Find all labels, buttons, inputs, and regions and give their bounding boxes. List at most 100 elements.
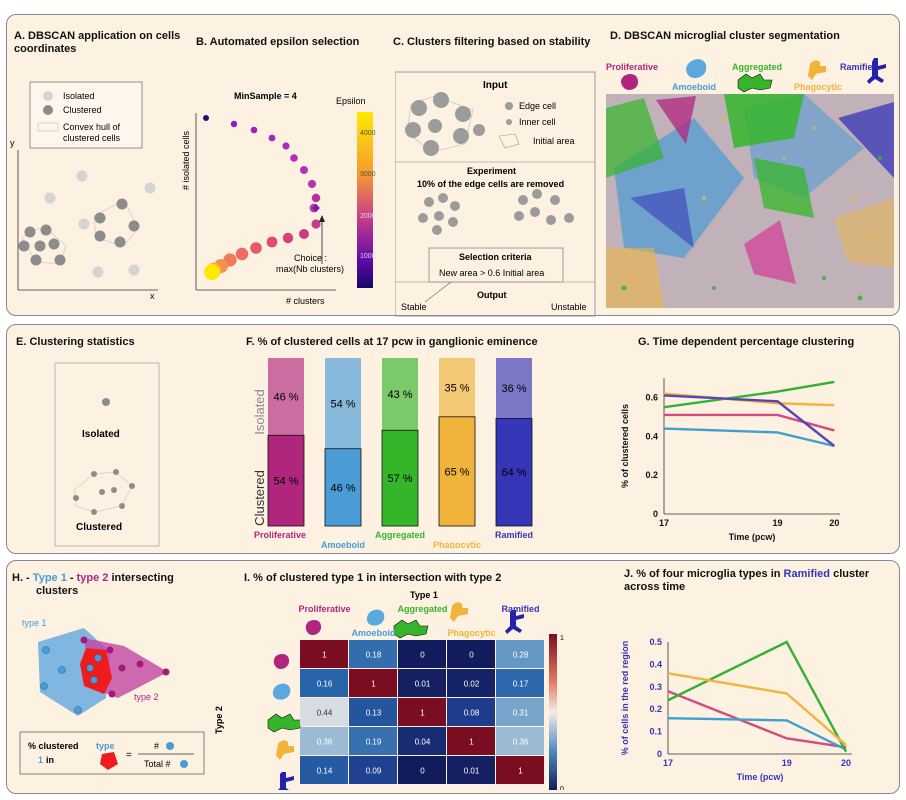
- choice-arrow-head: [319, 215, 325, 222]
- column-label-aggregated: Aggregated: [397, 604, 447, 614]
- type1-label: type 1: [22, 618, 47, 628]
- clustered-label: Clustered: [76, 522, 122, 533]
- column-label-amoeboid: Amoeboid: [352, 628, 396, 638]
- cluster-phagocytic-2: [834, 198, 894, 268]
- icon-aggregated: [393, 619, 429, 639]
- row-icon-aggregated: [267, 713, 303, 733]
- choice-label-2: max(Nb clusters): [276, 264, 344, 274]
- heatmap-cell-label: 0.36: [513, 738, 529, 747]
- series-line-aggregated: [663, 380, 835, 409]
- input-cells: [405, 92, 485, 156]
- type2-cells: [80, 636, 170, 698]
- panel-i-title: I. % of clustered type 1 in intersection…: [244, 572, 502, 584]
- type-phagocytic-label: Phagocytic: [794, 82, 842, 92]
- x-axis-label: Time (pcw): [729, 532, 776, 542]
- icon-proliferative: [305, 620, 322, 636]
- y-tick-label: 0: [657, 749, 662, 759]
- category-label: Ramified: [495, 530, 533, 540]
- clustered-dots: [73, 469, 135, 515]
- panel-a-y-label: y: [10, 138, 15, 148]
- bar-clustered-ramified: [495, 418, 533, 527]
- f-stack-label-isolated: Isolated: [252, 389, 267, 435]
- cluster-proliferative-2: [744, 220, 796, 284]
- chart-g: 0 0.2 0.4 0.6 17 19 20 Time (pcw) % of clustered…: [620, 378, 840, 542]
- panel-b-minsample: MinSample = 4: [234, 91, 297, 101]
- panel-j-title: J. % of four microglia types in Ramified…: [624, 568, 870, 593]
- heatmap-cell-label: 0: [420, 767, 425, 776]
- heatmap-cell: [349, 698, 397, 726]
- panel-d-figure: Proliferative Amoeboid Aggregated Phagoc…: [606, 58, 894, 308]
- formula-left-2b: in: [46, 755, 54, 765]
- choice-label-1: Choice :: [294, 253, 327, 263]
- series-line-amoeboid: [663, 427, 835, 448]
- heatmap-cell-label: 0.08: [464, 709, 480, 718]
- colorbar-tick-label: 1: [560, 635, 564, 642]
- heatmap-cell: [447, 756, 495, 784]
- heatmap-cell: [447, 640, 495, 668]
- legend-edge-dot: [505, 102, 513, 110]
- legend-hull-label1: Convex hull of: [63, 122, 121, 132]
- heatmap-column-icons: [305, 602, 524, 639]
- bar-isolated-label: 54 %: [330, 398, 355, 410]
- cluster-proliferative-1: [656, 96, 696, 144]
- icon-ramified: [505, 610, 524, 634]
- heatmap-cell-label: 0.36: [317, 738, 333, 747]
- y-tick-label: 0.1: [649, 727, 662, 737]
- bar-clustered-label: 57 %: [387, 473, 412, 485]
- heatmap-cell-label: 0.01: [464, 767, 480, 776]
- type2-label: type 2: [134, 692, 159, 702]
- panel-h-title: H. - Type 1 - type 2 intersecting cluste…: [12, 572, 174, 597]
- bar-clustered-aggregated: [381, 429, 419, 527]
- cluster-aggregated-2: [606, 98, 664, 178]
- bar-clustered-phagocytic: [438, 416, 476, 527]
- y-tick-label: 0.4: [649, 659, 662, 669]
- legend-area-swatch: [498, 133, 520, 149]
- bar-clustered-label: 65 %: [444, 466, 469, 478]
- panel-b-x-label: # clusters: [286, 296, 325, 306]
- aggregated-icon: [737, 73, 773, 93]
- legend-edge-label: Edge cell: [519, 101, 556, 111]
- criteria-rule: New area > 0.6 Initial area: [439, 268, 544, 278]
- column-label-phagocytic: Phagocytic: [447, 628, 495, 638]
- choice-marker: [312, 204, 320, 212]
- isolated-label: Isolated: [82, 429, 120, 440]
- heatmap-cell: [398, 727, 446, 755]
- bar-isolated-ramified: [496, 358, 532, 419]
- y-tick-label: 0: [653, 509, 658, 519]
- legend-inner-dot: [506, 119, 512, 125]
- heatmap-cell: [300, 727, 348, 755]
- heatmap-cell-label: 0.04: [415, 738, 431, 747]
- row-icon-phagocytic: [276, 740, 294, 760]
- y-tick-label: 0.5: [649, 637, 662, 647]
- formula-left-1b: type: [96, 741, 115, 751]
- heatmap-cell-label: 0.09: [366, 767, 382, 776]
- phagocytic-icon: [808, 60, 826, 80]
- x-tick-label: 17: [663, 758, 673, 768]
- heatmap-cell-label: 0: [420, 651, 425, 660]
- panel-f-title: F. % of clustered cells at 17 pcw in gan…: [246, 336, 538, 348]
- y-tick-label: 0.2: [649, 704, 662, 714]
- panel-c-box: [395, 71, 596, 317]
- heatmap-cell-label: 1: [420, 709, 425, 718]
- x-tick-label: 20: [829, 518, 839, 528]
- heatmap-cell-label: 1: [518, 767, 523, 776]
- criteria-box: [428, 247, 564, 283]
- panel-a-x-label: x: [150, 291, 155, 301]
- bar-isolated-phagocytic: [439, 358, 475, 417]
- bar-isolated-label: 35 %: [444, 382, 469, 394]
- row-icon-proliferative: [273, 654, 290, 670]
- heatmap-cell: [349, 669, 397, 697]
- legend-hull-label2: clustered cells: [63, 133, 121, 143]
- unstable-label: Unstable: [551, 302, 587, 312]
- bar-isolated-proliferative: [268, 358, 304, 436]
- heatmap-cell-label: 0.17: [513, 680, 529, 689]
- heatmap-cell: [447, 669, 495, 697]
- column-label-proliferative: Proliferative: [298, 604, 350, 614]
- panel-h-figure: type 1 type 2 % clustered type 1 in = # …: [19, 618, 205, 775]
- heatmap-cell-label: 0.19: [366, 738, 382, 747]
- heatmap-cell: [300, 698, 348, 726]
- heatmap-cell: [496, 669, 544, 697]
- panel-b-y-label: # isolated cells: [181, 130, 191, 190]
- bar-isolated-label: 36 %: [501, 383, 526, 395]
- f-stack-label-clustered: Clustered: [252, 470, 267, 526]
